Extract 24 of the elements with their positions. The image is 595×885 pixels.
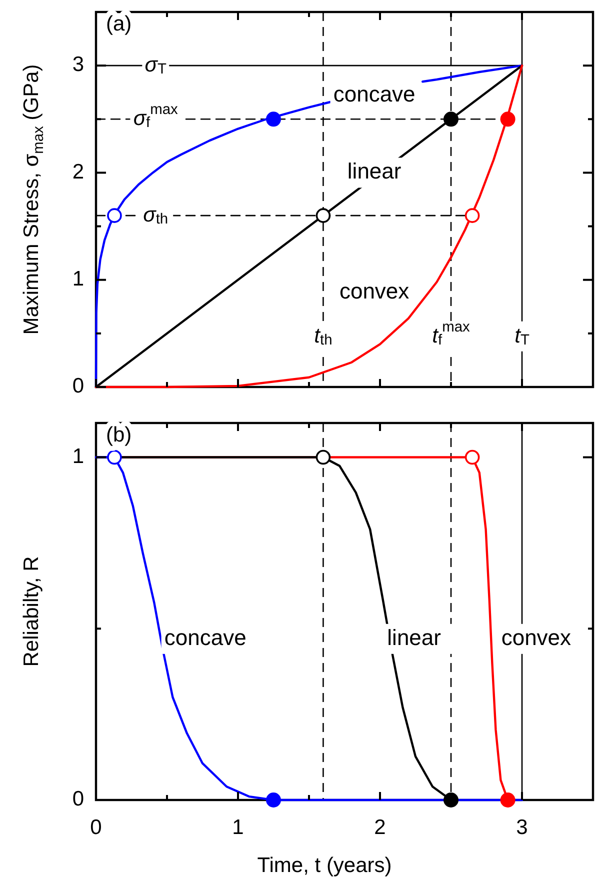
- x-tick-label: 1: [232, 816, 244, 839]
- series-label: convex: [339, 278, 410, 304]
- y-tick-label: 2: [72, 160, 84, 184]
- annotation: σ$_{th}$: [143, 203, 168, 228]
- y-tick-label: 0: [72, 788, 84, 811]
- y-tick-label: 3: [72, 53, 84, 76]
- series-label: linear: [347, 158, 402, 184]
- ref-line-label: t$_{th}$: [314, 324, 332, 349]
- series-label: linear: [387, 624, 441, 650]
- annotation: σ$_{T}$: [144, 53, 166, 78]
- series-label: concave: [164, 624, 246, 650]
- y-axis-title: Reliabilty, R: [20, 556, 43, 667]
- x-tick-label: 0: [90, 816, 102, 839]
- series-label: concave: [333, 81, 416, 106]
- chart-title: (a): [106, 12, 132, 36]
- x-axis-title: Time, t (years): [257, 854, 392, 877]
- x-tick-label: 3: [516, 816, 528, 839]
- y-tick-label: 0: [72, 374, 84, 398]
- x-tick-label: 2: [374, 816, 386, 839]
- ref-line-label: t$_{T}$: [514, 324, 530, 349]
- series-label: convex: [501, 624, 572, 650]
- y-tick-label: 1: [72, 267, 84, 290]
- y-tick-label: 1: [72, 444, 84, 468]
- chart-title: (b): [106, 423, 132, 446]
